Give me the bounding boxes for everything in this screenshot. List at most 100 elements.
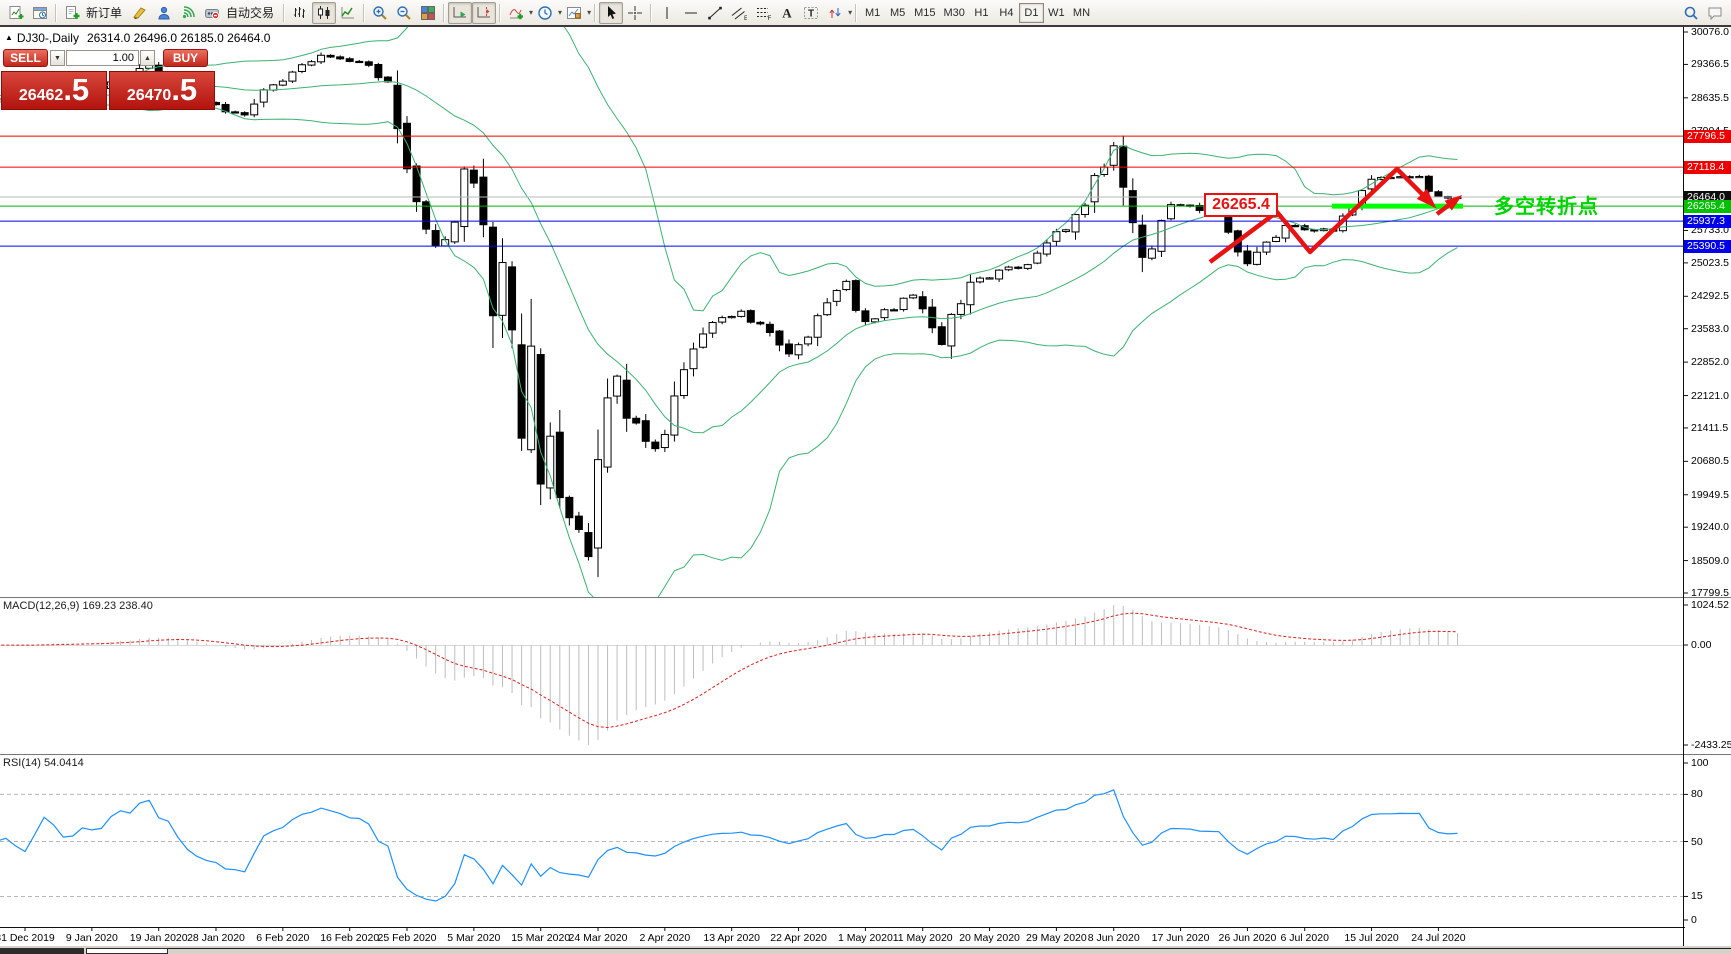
- autotrading-icon: [204, 5, 220, 21]
- date-tick-label: 26 Jun 2020: [1218, 932, 1277, 944]
- price-tick-label: 17799.5: [1691, 587, 1729, 599]
- rsi-indicator: [0, 789, 1683, 902]
- auto-scroll-button[interactable]: [448, 1, 473, 24]
- date-tick-label: 6 Jul 2020: [1280, 932, 1329, 944]
- date-tick-label: 15 Mar 2020: [511, 932, 571, 944]
- profiles-button[interactable]: [28, 2, 52, 24]
- candlestick-series: [0, 52, 1462, 578]
- volume-decrease-button[interactable]: ▼: [50, 50, 65, 66]
- autotrading-button[interactable]: [200, 2, 224, 24]
- new-order-label[interactable]: 新订单: [86, 6, 123, 20]
- rsi-tick-label: 100: [1691, 757, 1709, 769]
- price-tick-label: 20680.5: [1691, 455, 1729, 468]
- one-click-trading-panel: SELL ▼ ▲ BUY 26462.5 26470.5: [1, 47, 216, 111]
- date-tick-label: 22 Apr 2020: [770, 932, 827, 944]
- timeframe-h1[interactable]: H1: [974, 6, 989, 19]
- date-tick-label: 25 Feb 2020: [377, 932, 437, 944]
- timeframe-m1[interactable]: M1: [864, 6, 881, 19]
- rsi-label: RSI(14) 54.0414: [3, 757, 84, 769]
- search-button[interactable]: [1679, 2, 1703, 24]
- line-chart-button[interactable]: [336, 2, 360, 24]
- bars-chart-button[interactable]: [288, 2, 312, 24]
- templates-button[interactable]: [562, 2, 586, 24]
- date-tick-label: 17 Jun 2020: [1151, 932, 1210, 944]
- buy-button[interactable]: BUY: [163, 49, 208, 67]
- new-chart-button[interactable]: [4, 2, 28, 24]
- periods-button[interactable]: [533, 2, 557, 24]
- arrows-dropdown-icon[interactable]: ▾: [848, 8, 853, 17]
- tab-strip-active-segment[interactable]: [86, 948, 168, 954]
- sell-button[interactable]: SELL: [3, 49, 48, 67]
- autotrading-label[interactable]: 自动交易: [226, 6, 275, 20]
- fibonacci-button[interactable]: F: [751, 2, 775, 24]
- timeframe-d1[interactable]: D1: [1018, 2, 1044, 23]
- cursor-button[interactable]: [599, 1, 624, 24]
- crosshair-button[interactable]: [623, 2, 647, 24]
- community-button[interactable]: [152, 2, 176, 24]
- price-tick-label: 19949.5: [1691, 488, 1729, 501]
- tab-strip-segment[interactable]: [0, 948, 84, 954]
- chat-button[interactable]: [1703, 2, 1727, 24]
- indicators-dropdown-icon[interactable]: ▾: [529, 8, 534, 17]
- macd-tick-label: -2433.25: [1691, 739, 1731, 751]
- chart-shift-button[interactable]: [472, 1, 497, 24]
- vertical-line-button[interactable]: [655, 2, 679, 24]
- trade-annotations[interactable]: [1208, 166, 1463, 264]
- timeframe-m30[interactable]: M30: [943, 6, 965, 19]
- horizontal-line-icon: [683, 5, 699, 21]
- indicators-button[interactable]: [504, 2, 528, 24]
- arrows-button[interactable]: [823, 2, 847, 24]
- buy-price-display[interactable]: 26470.5: [109, 71, 215, 110]
- sell-price-display[interactable]: 26462.5: [1, 71, 107, 110]
- price-tick-label: 22852.0: [1691, 356, 1729, 369]
- new-chart-icon: [8, 5, 24, 21]
- channel-button[interactable]: E: [727, 2, 751, 24]
- text-button[interactable]: A: [775, 2, 799, 24]
- cursor-icon: [608, 5, 617, 19]
- tile-windows-button[interactable]: [416, 2, 440, 24]
- buy-price-main: 26470: [126, 87, 172, 104]
- timeframe-m5[interactable]: M5: [889, 6, 906, 19]
- date-tick-label: 15 Jul 2020: [1344, 932, 1399, 944]
- new-order-button[interactable]: [60, 2, 84, 24]
- candles-chart-button[interactable]: [312, 1, 337, 24]
- price-level-annotation-box[interactable]: 26265.4: [1204, 193, 1278, 217]
- text-label-button[interactable]: T: [799, 2, 823, 24]
- trendline-button[interactable]: [703, 2, 727, 24]
- arrows-icon: [827, 5, 843, 21]
- fibonacci-icon: F: [755, 5, 771, 21]
- signals-button[interactable]: [176, 2, 200, 24]
- rsi-tick-label: 80: [1691, 788, 1703, 801]
- sell-price-main: 26462: [18, 87, 64, 104]
- templates-icon: [566, 5, 582, 21]
- timeframe-h4[interactable]: H4: [999, 6, 1014, 19]
- buy-price-fraction: .5: [171, 72, 198, 107]
- timeframe-m15[interactable]: M15: [914, 6, 936, 19]
- sell-price-fraction: .5: [63, 72, 90, 107]
- volume-input[interactable]: [66, 50, 139, 66]
- date-tick-label: 5 Mar 2020: [447, 932, 501, 944]
- metaeditor-button[interactable]: [128, 2, 152, 24]
- main-toolbar: 新订单 自动交易 ▾ ▾ ▾ E F A T ▾ M1 M5 M15 M30 H1 H4 D1 W1 MN: [0, 0, 1731, 26]
- profiles-icon: [32, 5, 48, 21]
- zoom-out-button[interactable]: [392, 2, 416, 24]
- volume-increase-button[interactable]: ▲: [140, 50, 155, 66]
- pivot-point-annotation-text[interactable]: 多空转折点: [1494, 196, 1599, 218]
- horizontal-line-button[interactable]: [679, 2, 703, 24]
- timeframe-w1[interactable]: W1: [1048, 6, 1065, 19]
- price-tick-label: 29366.5: [1691, 58, 1729, 71]
- rsi-tick-label: 50: [1691, 835, 1703, 848]
- new-order-icon: [64, 5, 80, 21]
- price-tick-label: 30076.0: [1691, 26, 1729, 38]
- panel-collapse-icon[interactable]: ▲: [5, 33, 13, 42]
- zoom-in-button[interactable]: [368, 2, 392, 24]
- macd-indicator: [0, 605, 1683, 745]
- toolbar-separator: [55, 3, 57, 22]
- timeframe-mn[interactable]: MN: [1072, 6, 1091, 19]
- chat-icon: [1707, 5, 1723, 21]
- periods-dropdown-icon[interactable]: ▾: [558, 8, 563, 17]
- date-tick-label: 1 May 2020: [837, 932, 893, 944]
- templates-dropdown-icon[interactable]: ▾: [587, 8, 592, 17]
- date-tick-label: 13 Apr 2020: [703, 932, 761, 944]
